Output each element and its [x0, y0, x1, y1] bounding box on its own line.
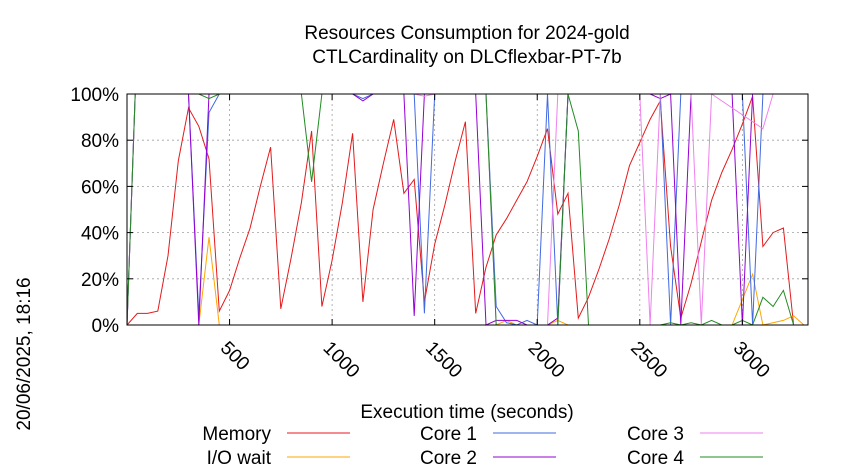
legend-label: I/O wait	[207, 448, 272, 469]
plot-frame	[126, 93, 809, 326]
y-tick-label: 20%	[81, 270, 119, 291]
series-line-core-1	[126, 93, 808, 326]
legend-label: Core 3	[627, 424, 684, 445]
x-tick-label: 2000	[524, 338, 569, 383]
grid	[127, 94, 808, 325]
timestamp-label: 20/06/2025, 18:16	[14, 277, 35, 430]
series-line-memory	[126, 96, 795, 326]
y-tick-label: 80%	[81, 131, 119, 152]
x-tick-label: 500	[216, 338, 253, 375]
legend-label: Core 4	[627, 448, 684, 469]
x-axis-label: Execution time (seconds)	[360, 402, 573, 423]
x-tick-label: 1000	[319, 338, 364, 383]
y-axis-ticks: 0% 20% 40% 60% 80% 100%	[70, 85, 808, 337]
legend-label: Core 2	[420, 448, 477, 469]
legend-label: Memory	[202, 424, 271, 445]
x-tick-label: 2500	[626, 338, 671, 383]
x-tick-label: 3000	[729, 338, 774, 383]
legend: Memory I/O wait Core 1 Core 2 Core 3 Core 4	[202, 424, 763, 469]
series-lines	[126, 93, 808, 326]
y-tick-label: 60%	[81, 177, 119, 198]
series-line-core-4	[126, 93, 795, 326]
chart-title-line-1: Resources Consumption for 2024-gold	[304, 23, 629, 44]
x-tick-label: 1500	[421, 338, 466, 383]
y-tick-label: 100%	[70, 85, 119, 106]
chart-title-line-2: CTLCardinality on DLCflexbar-PT-7b	[312, 47, 621, 68]
y-tick-label: 0%	[92, 316, 120, 337]
legend-label: Core 1	[420, 424, 477, 445]
y-tick-label: 40%	[81, 224, 119, 245]
